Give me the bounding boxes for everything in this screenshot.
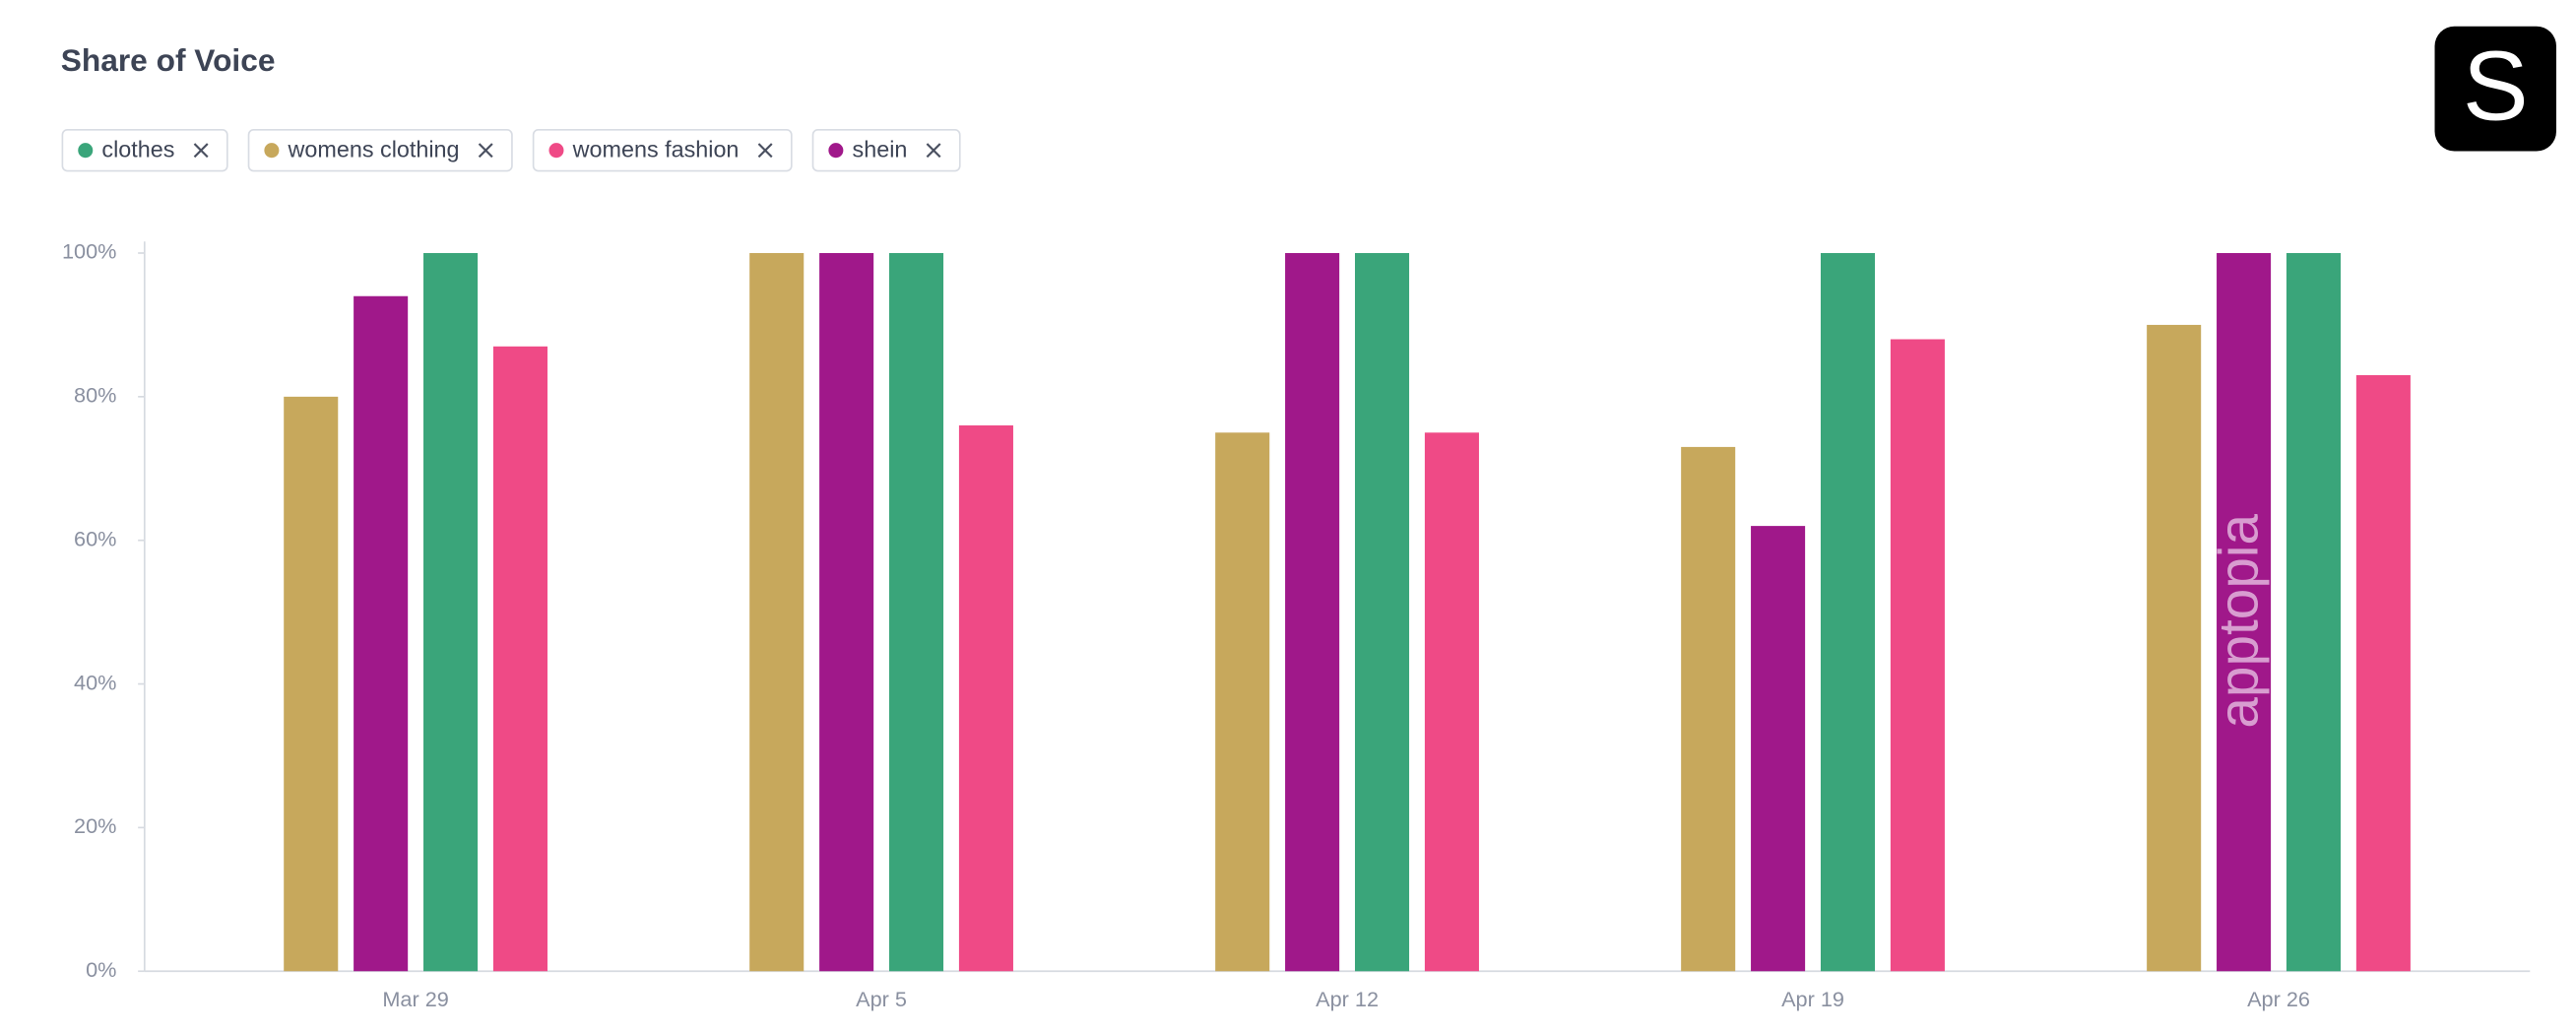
chip-close[interactable] bbox=[926, 143, 941, 159]
legend-swatch bbox=[264, 143, 280, 159]
app-icon-bg bbox=[2434, 26, 2556, 152]
bar bbox=[492, 346, 547, 972]
chip-bg bbox=[811, 129, 961, 172]
bar bbox=[1751, 526, 1806, 972]
y-tick-label: 40% bbox=[74, 670, 116, 694]
legend: clothes womens clothing womens fashion shei… bbox=[61, 129, 961, 172]
bar bbox=[889, 252, 944, 972]
legend-chip[interactable]: clothes bbox=[61, 129, 228, 172]
chip-close[interactable] bbox=[478, 143, 493, 159]
x-tick-label: Apr 26 bbox=[2247, 987, 2310, 1011]
bar bbox=[2147, 324, 2202, 972]
y-tick-label: 80% bbox=[74, 383, 116, 408]
x-tick-label: Apr 5 bbox=[856, 987, 907, 1011]
x-tick-label: Apr 19 bbox=[1781, 987, 1844, 1011]
legend-swatch bbox=[548, 143, 564, 159]
bar bbox=[284, 396, 339, 972]
legend-label: clothes bbox=[101, 137, 174, 162]
x-tick-label: Apr 12 bbox=[1316, 987, 1379, 1011]
bar bbox=[354, 295, 409, 972]
chip-close[interactable] bbox=[757, 143, 773, 159]
bar bbox=[2217, 252, 2272, 972]
bar bbox=[749, 252, 805, 972]
bar bbox=[1354, 252, 1410, 972]
app-icon: S bbox=[2463, 32, 2529, 142]
bar bbox=[2286, 252, 2342, 972]
bar bbox=[958, 425, 1013, 972]
legend-label: shein bbox=[853, 137, 908, 162]
chip-bg bbox=[532, 129, 793, 172]
chart-title: Share of Voice bbox=[61, 42, 276, 78]
legend-chip[interactable]: womens clothing bbox=[247, 129, 513, 172]
bar bbox=[1681, 446, 1736, 972]
bar bbox=[1820, 252, 1876, 972]
legend-swatch bbox=[78, 143, 94, 159]
y-tick-label: 0% bbox=[86, 957, 116, 982]
watermark: apptopia bbox=[2208, 514, 2270, 729]
chip-close[interactable] bbox=[193, 143, 209, 159]
legend-chip[interactable]: shein bbox=[811, 129, 961, 172]
x-tick-label: Mar 29 bbox=[382, 987, 448, 1011]
y-tick-label: 60% bbox=[74, 526, 116, 550]
legend-label: womens clothing bbox=[288, 137, 460, 162]
bar bbox=[2355, 374, 2411, 972]
chip-bg bbox=[247, 129, 513, 172]
legend-swatch bbox=[828, 143, 844, 159]
bars bbox=[284, 252, 2411, 972]
legend-chip[interactable]: womens fashion bbox=[532, 129, 793, 172]
bar bbox=[423, 252, 479, 972]
bar bbox=[1890, 339, 1945, 972]
bar bbox=[1424, 432, 1479, 972]
y-tick-label: 100% bbox=[62, 239, 116, 264]
y-tick-label: 20% bbox=[74, 813, 116, 838]
bar bbox=[819, 252, 874, 972]
chip-bg bbox=[61, 129, 228, 172]
bar bbox=[1285, 252, 1340, 972]
legend-label: womens fashion bbox=[572, 137, 740, 162]
bar bbox=[1215, 432, 1270, 972]
